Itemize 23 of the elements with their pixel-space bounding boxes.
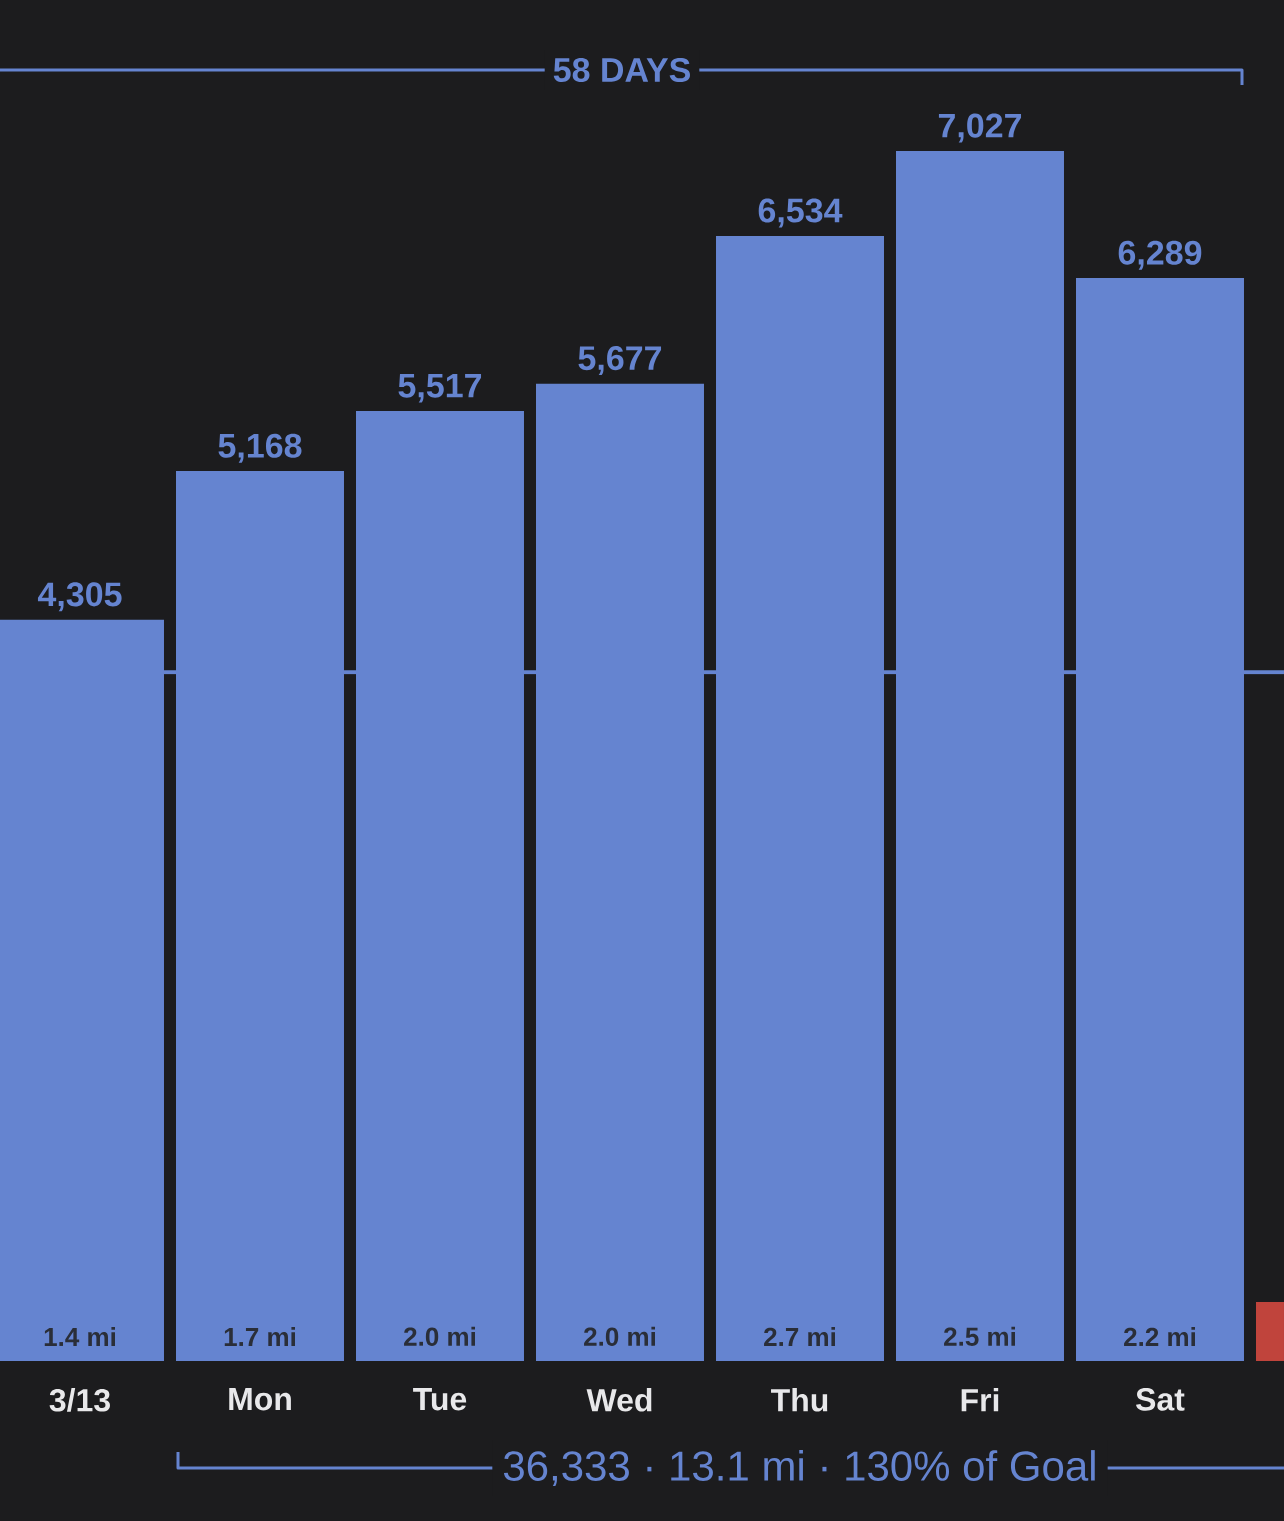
data-label: 5,677	[578, 346, 662, 376]
data-label: 6,289	[1118, 240, 1202, 270]
annotation: 1.7 mi	[224, 1327, 295, 1346]
data-label: 7,027	[938, 113, 1022, 143]
data-label: 6,534	[758, 198, 843, 228]
data-label: 5,517	[398, 373, 482, 403]
x-tick-label: Thu	[771, 1388, 828, 1412]
text: 36,333 · 13.1 mi · 130% of Goal	[503, 1450, 1095, 1486]
annotation: 2.5 mi	[944, 1326, 1015, 1346]
text: 58 DAYS	[553, 57, 690, 83]
annotation: 2.7 mi	[764, 1327, 835, 1346]
annotation: 2.2 mi	[1124, 1327, 1195, 1346]
annotation: 1.4 mi	[44, 1327, 115, 1346]
annotation: 2.0 mi	[404, 1326, 475, 1346]
x-tick-label: 3/13	[49, 1388, 110, 1412]
x-tick-label: Mon	[229, 1388, 291, 1411]
x-tick-label: Sat	[1136, 1388, 1185, 1411]
x-tick-label: Fri	[961, 1388, 999, 1412]
annotation: 2.0 mi	[584, 1326, 655, 1346]
x-tick-label: Wed	[586, 1388, 652, 1412]
data-label: 4,305	[37, 582, 122, 612]
x-tick-label: Tue	[413, 1388, 467, 1411]
data-label: 5,168	[218, 433, 302, 463]
